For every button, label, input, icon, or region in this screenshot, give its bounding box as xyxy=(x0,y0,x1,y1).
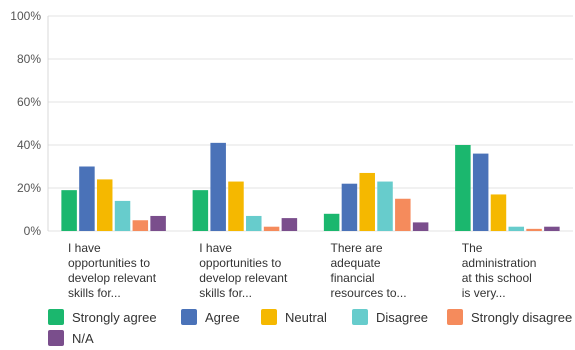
legend-item: Agree xyxy=(181,309,240,325)
legend-label: Strongly disagree xyxy=(471,309,573,325)
legend-item: Disagree xyxy=(352,309,428,325)
bar xyxy=(377,181,393,231)
x-tick-label: I have opportunities to develop relevant sk… xyxy=(199,241,288,300)
legend-swatch xyxy=(48,330,64,346)
x-tick-label: There are adequate financial resources to..… xyxy=(331,241,407,300)
y-tick-label: 80% xyxy=(17,52,41,66)
bar xyxy=(323,213,340,231)
bar xyxy=(132,220,149,231)
legend-swatch xyxy=(48,309,64,325)
bar xyxy=(96,179,113,231)
bar xyxy=(246,215,262,231)
bar xyxy=(114,200,131,231)
legend: Strongly agree Agree Neutral Disagree Strong… xyxy=(0,309,575,350)
bar xyxy=(455,145,471,231)
legend-label: Neutral xyxy=(285,309,327,325)
y-tick-label: 20% xyxy=(17,181,41,195)
bar xyxy=(412,222,429,231)
x-tick-label: The administration at this school is very..… xyxy=(462,241,537,300)
bar xyxy=(192,190,209,231)
y-tick-label: 60% xyxy=(17,95,41,109)
bar xyxy=(526,228,542,231)
bar xyxy=(359,172,375,231)
bar xyxy=(508,226,525,231)
x-tick-label: I have opportunities to develop relevant sk… xyxy=(68,241,157,300)
legend-label: Disagree xyxy=(376,309,429,325)
bar xyxy=(395,198,411,231)
bar-chart: 0% 20% 40% 60% 80% 100% I have opportunities to… xyxy=(10,9,573,300)
legend-item: Neutral xyxy=(261,309,327,325)
bar xyxy=(544,226,560,231)
bar xyxy=(79,166,95,231)
bar xyxy=(490,194,507,231)
legend-label: Agree xyxy=(205,309,240,325)
legend-swatch xyxy=(181,309,197,325)
y-tick-label: 100% xyxy=(10,9,41,23)
legend-label: Strongly agree xyxy=(72,309,157,325)
bar xyxy=(472,153,489,231)
legend-item: Strongly agree xyxy=(48,309,157,325)
legend-swatch xyxy=(352,309,368,325)
legend-item: N/A xyxy=(48,330,94,346)
legend-label: N/A xyxy=(72,330,94,346)
bar xyxy=(210,142,226,231)
bar xyxy=(281,218,298,231)
legend-swatch xyxy=(261,309,277,325)
bar xyxy=(341,183,358,231)
legend-item: Strongly disagree xyxy=(447,309,572,325)
y-tick-label: 40% xyxy=(17,138,41,152)
legend-swatch xyxy=(447,309,463,325)
bar xyxy=(150,215,166,231)
bar xyxy=(263,226,280,231)
bar xyxy=(61,190,77,231)
bar xyxy=(228,181,244,231)
y-tick-label: 0% xyxy=(24,224,42,238)
